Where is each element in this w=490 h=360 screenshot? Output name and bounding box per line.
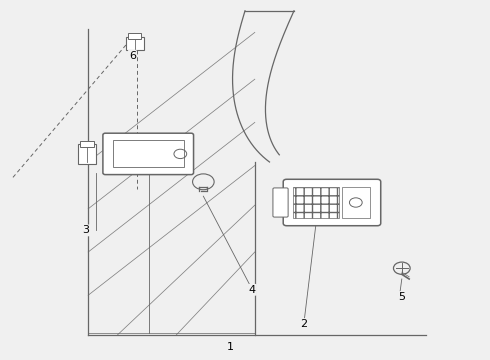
FancyBboxPatch shape xyxy=(103,133,194,175)
Text: 4: 4 xyxy=(249,285,256,295)
Text: 1: 1 xyxy=(227,342,234,352)
Text: 3: 3 xyxy=(82,225,89,235)
Bar xyxy=(342,187,370,218)
FancyBboxPatch shape xyxy=(273,188,288,217)
Text: 6: 6 xyxy=(129,51,136,61)
Bar xyxy=(113,140,184,167)
Bar xyxy=(80,141,94,148)
Bar xyxy=(78,144,96,164)
FancyBboxPatch shape xyxy=(283,179,381,226)
Text: 2: 2 xyxy=(300,319,307,329)
Bar xyxy=(128,33,141,39)
Bar xyxy=(293,187,339,218)
Bar xyxy=(126,37,144,50)
Text: 5: 5 xyxy=(398,292,405,302)
